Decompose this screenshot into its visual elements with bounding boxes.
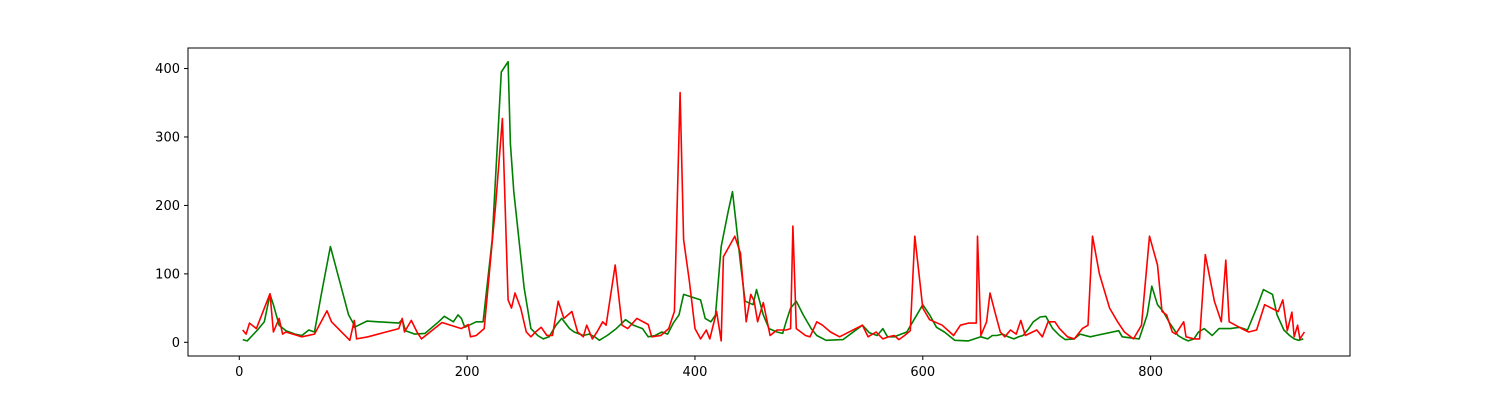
y-tick-label: 200 xyxy=(155,199,180,214)
y-tick-label: 100 xyxy=(155,267,180,282)
x-tick-label: 800 xyxy=(1138,365,1163,380)
x-tick-label: 600 xyxy=(910,365,935,380)
y-tick-label: 300 xyxy=(155,130,180,145)
y-tick-label: 400 xyxy=(155,62,180,77)
series-line-1 xyxy=(242,60,1304,342)
axes-layer: 0 200 400 600 800 0 100 200 300 400 xyxy=(155,62,1163,380)
y-tick-label: 0 xyxy=(172,336,180,351)
x-tick-label: 200 xyxy=(455,365,480,380)
series-layer xyxy=(242,60,1306,342)
plot-frame xyxy=(187,47,1351,357)
x-tick-label: 0 xyxy=(235,365,243,380)
x-tick-label: 400 xyxy=(683,365,708,380)
series-line-2 xyxy=(242,91,1306,342)
